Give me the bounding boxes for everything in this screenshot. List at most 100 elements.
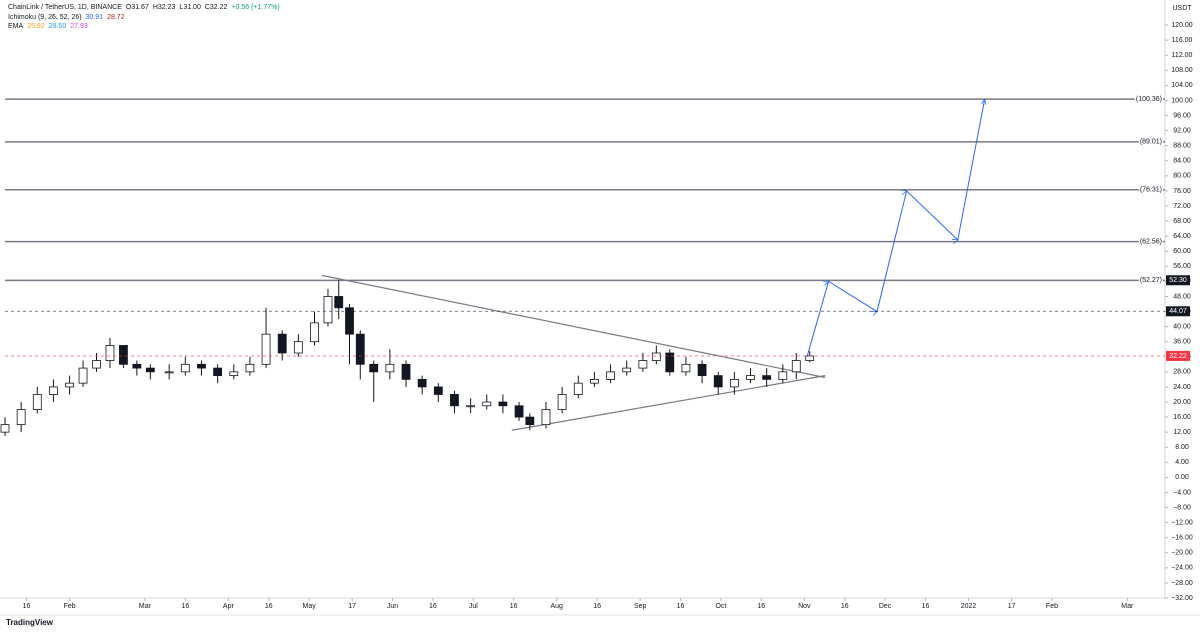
candle-body <box>665 352 675 373</box>
unit-label: USDT <box>1172 5 1192 12</box>
x-tick-label: 2022 <box>961 603 977 610</box>
y-tick-label: −12.00 <box>1171 519 1193 526</box>
price-tag-label: 44.07 <box>1169 308 1187 315</box>
candle-body <box>92 360 101 369</box>
x-tick-label: 17 <box>348 603 356 610</box>
candle-body <box>417 378 427 388</box>
candle-body <box>713 375 723 388</box>
candle-body <box>385 363 395 373</box>
x-tick-label: Mar <box>139 603 152 610</box>
y-tick-label: 84.00 <box>1173 158 1191 165</box>
candle-body <box>651 352 661 361</box>
x-tick-label: 16 <box>757 603 765 610</box>
candle-body <box>132 363 142 369</box>
candle-body <box>213 367 223 377</box>
trendline <box>321 274 826 379</box>
candle-body <box>261 333 271 365</box>
y-tick-label: −4.00 <box>1173 489 1191 496</box>
candle-body <box>293 341 303 354</box>
x-tick-label: Apr <box>223 603 235 610</box>
candle-body <box>638 360 648 369</box>
indicator-name: Ichimoku (9, 26, 52, 26) <box>8 13 82 21</box>
x-tick-label: Dec <box>879 603 892 610</box>
indicator-row: EMA 25.92 29.50 27.93 <box>8 22 288 32</box>
candle-body <box>323 296 333 324</box>
candle-body <box>355 333 365 365</box>
y-tick-label: 24.00 <box>1173 384 1191 391</box>
price-tag-label: 32.22 <box>1169 353 1187 360</box>
y-tick-label: −28.00 <box>1171 580 1193 587</box>
y-tick-label: −32.00 <box>1171 595 1193 602</box>
candle-body <box>32 394 42 410</box>
candle-body <box>791 360 801 373</box>
y-tick-label: 20.00 <box>1173 399 1191 406</box>
candle-body <box>729 378 739 388</box>
y-tick-label: 108.00 <box>1171 67 1193 74</box>
x-tick-label: 16 <box>265 603 273 610</box>
candle-body <box>105 345 115 361</box>
x-tick-label: Feb <box>1046 603 1058 610</box>
y-tick-label: −24.00 <box>1171 565 1193 572</box>
candle-body <box>450 394 459 407</box>
y-tick-label: 68.00 <box>1173 218 1191 225</box>
candle-body <box>746 375 755 380</box>
candle-body <box>245 363 255 373</box>
ohlc-value: O31.67 <box>125 4 149 11</box>
level-label: (89.01) <box>1140 139 1162 146</box>
candle-body <box>145 367 155 373</box>
y-tick-label: 104.00 <box>1171 82 1193 89</box>
level-label: (62.56) <box>1140 238 1162 245</box>
x-tick-label: Oct <box>715 603 726 610</box>
price-tag <box>1166 275 1190 286</box>
y-tick-label: 92.00 <box>1173 127 1191 134</box>
y-tick-label: 4.00 <box>1175 459 1189 466</box>
y-tick-label: 96.00 <box>1173 112 1191 119</box>
candle-body <box>590 378 599 384</box>
price-tag <box>1166 350 1190 361</box>
x-tick-label: Feb <box>64 603 76 610</box>
y-tick-label: 112.00 <box>1172 52 1193 59</box>
projection-path <box>806 99 985 357</box>
x-tick-label: 16 <box>429 603 437 610</box>
candle-body <box>334 296 344 309</box>
candle-body <box>778 371 788 380</box>
x-tick-label: 16 <box>181 603 189 610</box>
y-tick-label: −20.00 <box>1171 550 1193 557</box>
y-tick-label: 100.00 <box>1171 97 1193 104</box>
candle-body <box>119 345 128 365</box>
indicator-value: 25.92 <box>27 23 45 30</box>
x-tick-label: Aug <box>551 603 564 610</box>
candle-body <box>78 367 88 384</box>
y-tick-label: −16.00 <box>1171 535 1193 542</box>
level-label: (100.36) <box>1136 96 1162 103</box>
candle-body <box>573 382 583 395</box>
indicator-value: 29.50 <box>48 23 67 30</box>
y-tick-label: 36.00 <box>1173 339 1191 346</box>
candle-body <box>466 405 476 408</box>
y-tick-label: 80.00 <box>1173 173 1191 180</box>
legend-row: ChainLink / TetherUS, 1D, BINANCE O31.67 H… <box>8 3 288 13</box>
y-tick-label: 56.00 <box>1173 263 1191 270</box>
candle-body <box>65 382 74 388</box>
y-tick-label: 88.00 <box>1173 143 1191 150</box>
y-tick-label: −8.00 <box>1173 504 1191 511</box>
candle-body <box>16 409 26 426</box>
candle-body <box>433 386 443 395</box>
candle-body <box>345 307 354 335</box>
candle-body <box>229 371 239 377</box>
price-tag-label: 52.30 <box>1169 277 1187 284</box>
candle-body <box>369 363 379 373</box>
y-tick-label: 64.00 <box>1173 233 1191 240</box>
x-tick-label: 16 <box>922 603 930 610</box>
indicator-name: EMA <box>8 23 24 30</box>
indicator-value: 27.93 <box>70 23 88 30</box>
indicator-row: Ichimoku (9, 26, 52, 26) 30.91 28.72 <box>8 13 288 23</box>
candle-body <box>197 363 206 369</box>
trendline <box>511 375 826 431</box>
x-tick-label: 16 <box>677 603 685 610</box>
indicator-value: 30.91 <box>85 13 104 21</box>
level-label: (52.27) <box>1140 277 1162 284</box>
x-tick-label: Mar <box>1121 603 1134 610</box>
